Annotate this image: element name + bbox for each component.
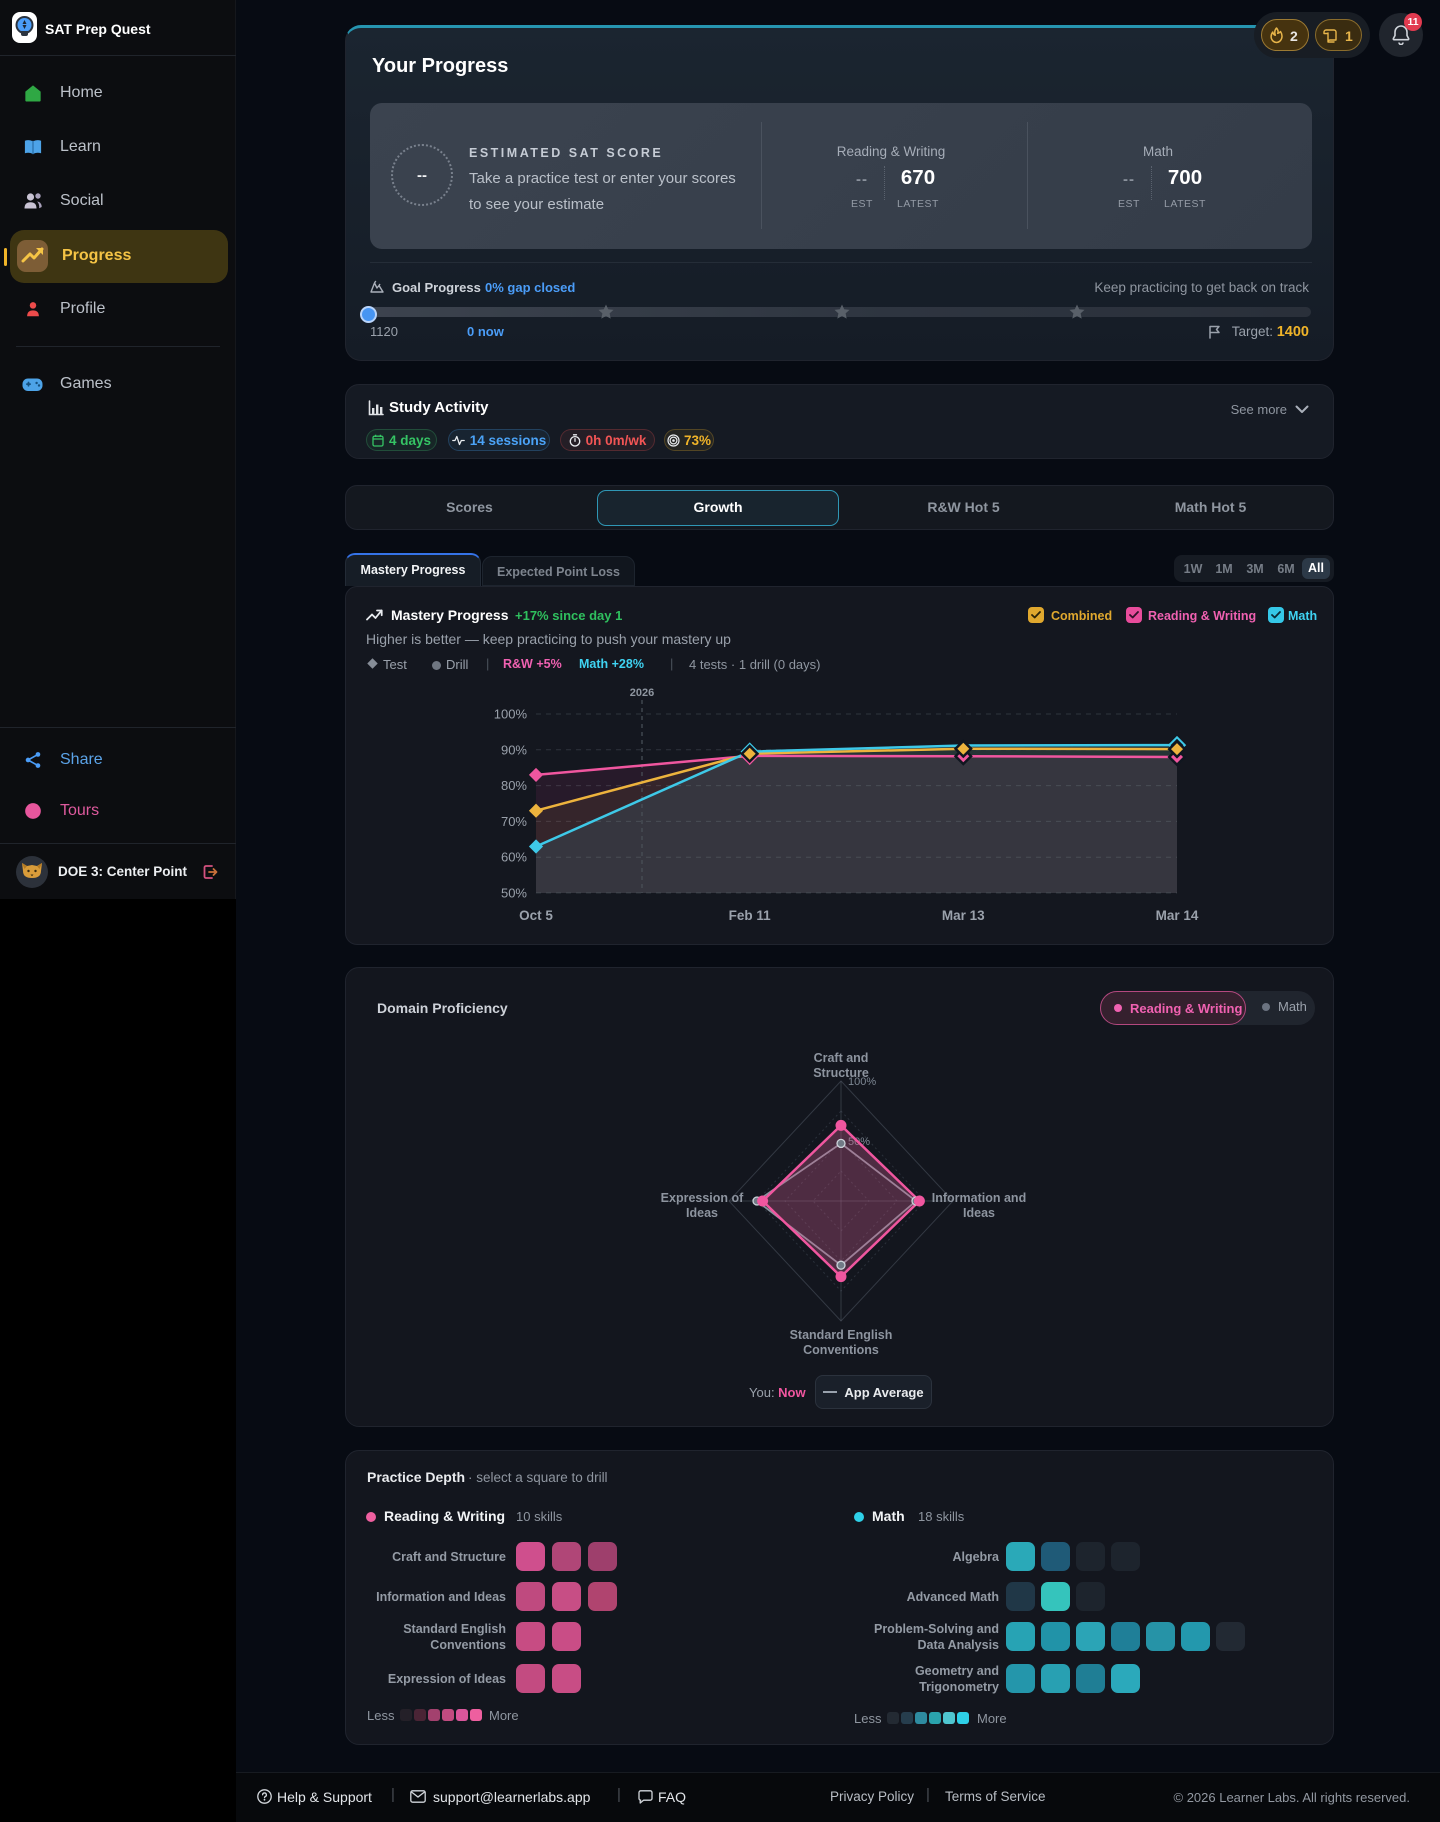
svg-text:Ideas: Ideas: [686, 1206, 718, 1220]
svg-text:80%: 80%: [501, 778, 527, 793]
svg-text:Structure: Structure: [813, 1066, 869, 1080]
svg-text:70%: 70%: [501, 814, 527, 829]
svg-text:Craft and: Craft and: [814, 1051, 869, 1065]
svg-text:Ideas: Ideas: [963, 1206, 995, 1220]
svg-text:100%: 100%: [848, 1076, 876, 1088]
svg-text:Mar 13: Mar 13: [942, 908, 985, 923]
svg-text:Conventions: Conventions: [803, 1343, 879, 1357]
svg-text:90%: 90%: [501, 742, 527, 757]
svg-text:Mar 14: Mar 14: [1156, 908, 1199, 923]
svg-text:Oct 5: Oct 5: [519, 908, 553, 923]
svg-text:50%: 50%: [501, 886, 527, 901]
svg-text:Standard English: Standard English: [790, 1328, 893, 1342]
svg-text:Information and: Information and: [932, 1191, 1026, 1205]
svg-text:Feb 11: Feb 11: [729, 908, 772, 923]
svg-text:Expression of: Expression of: [661, 1191, 744, 1205]
svg-text:2026: 2026: [630, 687, 654, 699]
svg-text:100%: 100%: [494, 707, 528, 722]
svg-text:60%: 60%: [501, 850, 527, 865]
